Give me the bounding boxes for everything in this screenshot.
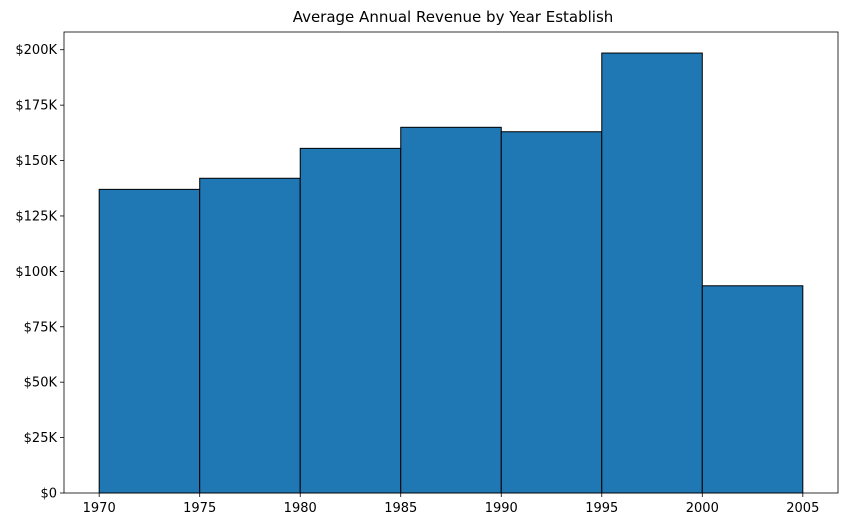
bar-1980: [299, 147, 402, 494]
y-tick-label: $75K: [24, 320, 58, 335]
y-tick-label: $100K: [15, 265, 57, 280]
chart-title: Average Annual Revenue by Year Establish: [293, 8, 614, 26]
x-tick-label: 1975: [183, 501, 216, 516]
bar-1975: [199, 177, 301, 494]
x-tick-label: 1985: [384, 501, 417, 516]
y-tick-label: $0: [40, 487, 57, 502]
y-tick-label: $50K: [24, 376, 58, 391]
x-axis: 1970 1975 1980 1985 1990 1995 2000 2005: [83, 493, 819, 516]
bar-2000: [701, 285, 804, 494]
y-tick-label: $125K: [15, 209, 57, 224]
bars-group: [98, 52, 804, 494]
x-tick-label: 1995: [585, 501, 618, 516]
x-tick-label: 1980: [284, 501, 317, 516]
plot-frame: [63, 31, 839, 494]
y-tick-label: $150K: [15, 154, 57, 169]
x-tick-label: 2000: [686, 501, 719, 516]
bar-1970: [98, 188, 201, 494]
y-axis: $0 $25K $50K $75K $100K $125K $150K $175K $200K: [15, 43, 64, 502]
x-tick-label: 2005: [786, 501, 819, 516]
bar-1995: [601, 52, 703, 494]
y-tick-label: $25K: [24, 431, 58, 446]
y-tick-label: $200K: [15, 43, 57, 58]
y-tick-label: $175K: [15, 99, 57, 114]
x-tick-label: 1970: [83, 501, 116, 516]
x-tick-label: 1990: [485, 501, 518, 516]
bar-1990: [500, 131, 603, 494]
bar-1985: [400, 126, 502, 494]
